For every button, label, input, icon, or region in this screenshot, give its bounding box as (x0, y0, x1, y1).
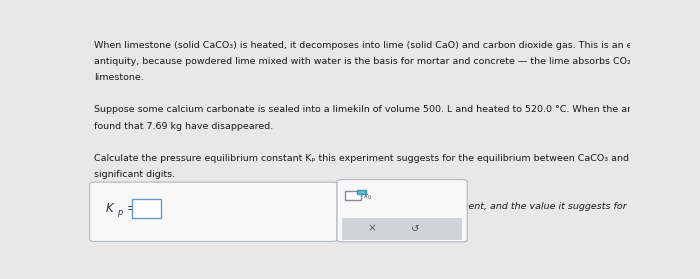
Text: =: = (127, 202, 136, 215)
Text: $x_0$: $x_0$ (363, 193, 372, 202)
FancyBboxPatch shape (132, 199, 161, 218)
Text: $\mathit{p}$: $\mathit{p}$ (117, 208, 124, 220)
Text: limestone.: limestone. (94, 73, 144, 82)
Text: Calculate the pressure equilibrium constant Kₚ this experiment suggests for the : Calculate the pressure equilibrium const… (94, 154, 700, 163)
Text: Note for advanced students: it's possible there was some error in this experimen: Note for advanced students: it's possibl… (94, 202, 700, 211)
Bar (342, 218, 462, 240)
Text: ↺: ↺ (412, 223, 420, 234)
Text: antiquity, because powdered lime mixed with water is the basis for mortar and co: antiquity, because powdered lime mixed w… (94, 57, 700, 66)
Text: Suppose some calcium carbonate is sealed into a limekiln of volume 500. L and he: Suppose some calcium carbonate is sealed… (94, 105, 700, 114)
Bar (357, 190, 366, 194)
FancyBboxPatch shape (337, 180, 468, 242)
Bar (345, 191, 361, 200)
Text: ×: × (368, 223, 377, 234)
Text: significant digits.: significant digits. (94, 170, 175, 179)
FancyBboxPatch shape (90, 182, 337, 241)
Text: When limestone (solid CaCO₃) is heated, it decomposes into lime (solid CaO) and : When limestone (solid CaCO₃) is heated, … (94, 41, 700, 50)
Text: $\mathit{K}$: $\mathit{K}$ (105, 202, 116, 215)
Text: found that 7.69 kg have disappeared.: found that 7.69 kg have disappeared. (94, 122, 273, 131)
